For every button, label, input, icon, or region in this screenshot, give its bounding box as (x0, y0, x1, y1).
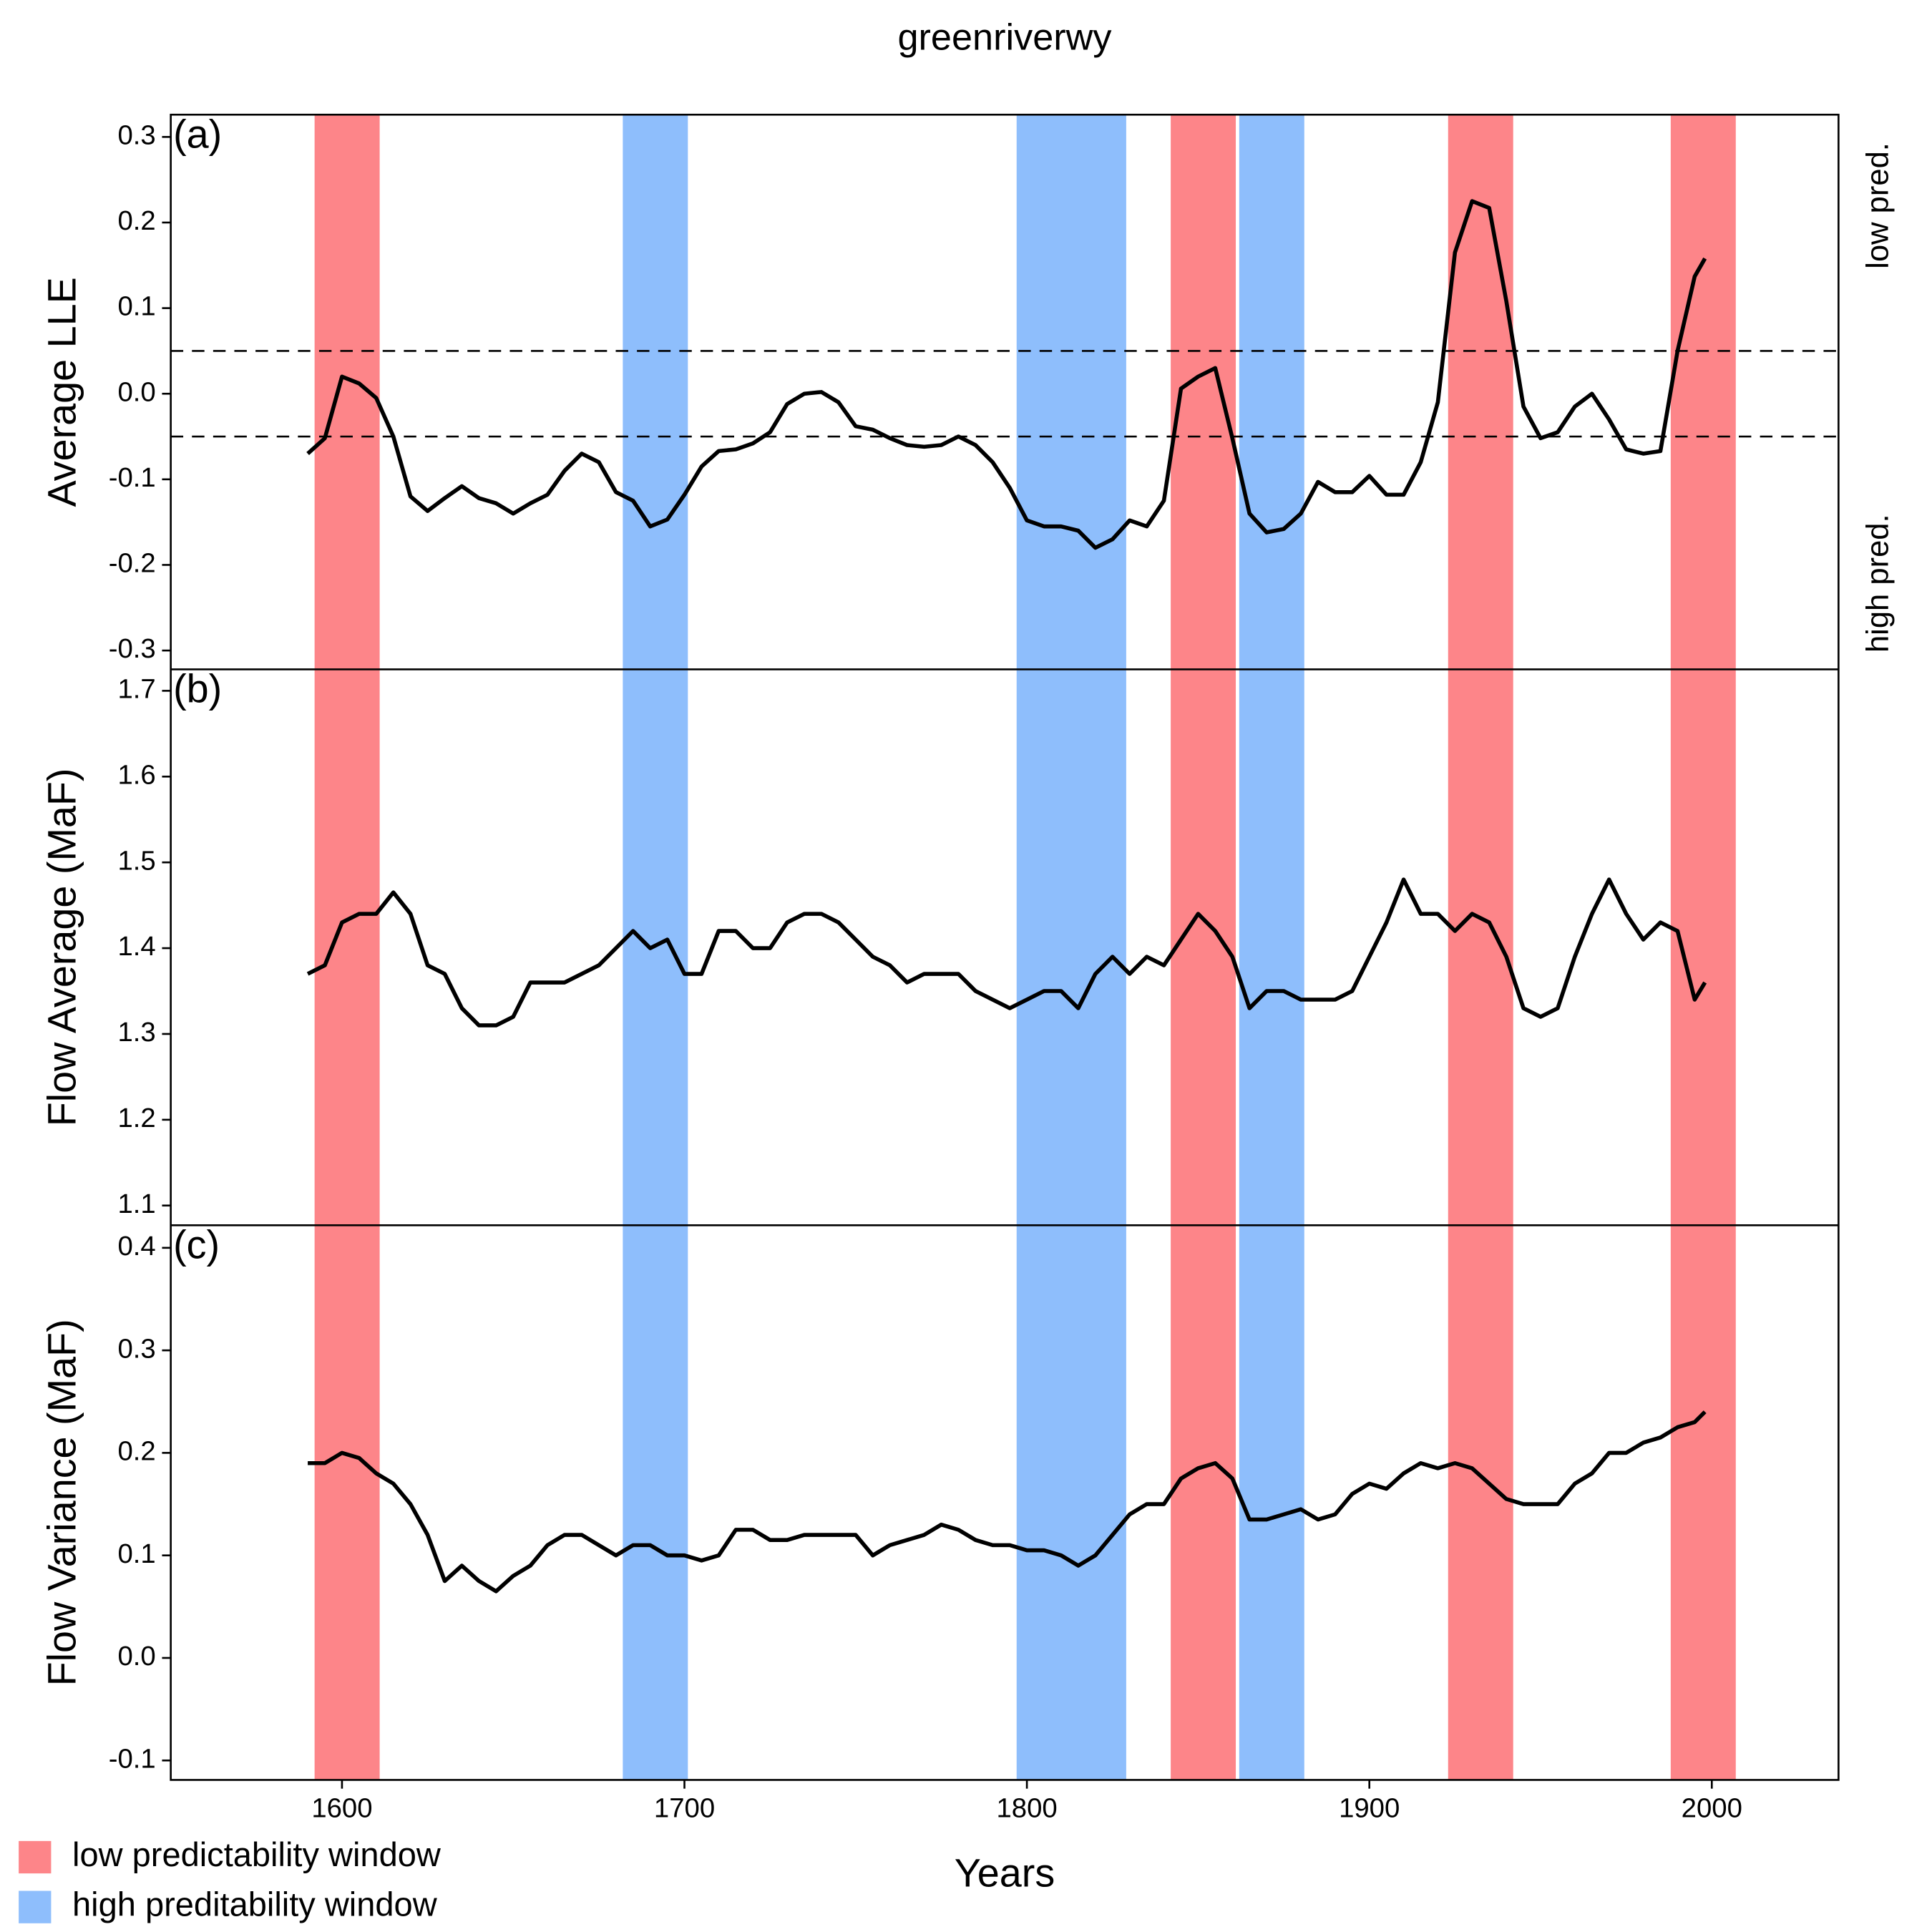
x-axis-title: Years (955, 1850, 1055, 1895)
y-tick-label: -0.2 (109, 548, 156, 579)
y-tick-label: 0.0 (117, 376, 155, 407)
y-tick-label: 1.5 (117, 845, 155, 876)
plot-frame (170, 113, 1840, 1781)
legend-label: high preditability window (72, 1885, 438, 1923)
y-tick-label: 1.3 (117, 1017, 155, 1048)
legend-swatch (19, 1890, 52, 1923)
y-tick-label: 1.1 (117, 1189, 155, 1219)
y-tick-label: -0.3 (109, 633, 156, 664)
y-tick-label: 0.0 (117, 1641, 155, 1672)
y-tick-label: 0.4 (117, 1231, 155, 1262)
data-line (306, 877, 1707, 1028)
x-tick-label: 1700 (654, 1792, 715, 1823)
y-tick-label: 1.6 (117, 759, 155, 790)
window-band (314, 114, 380, 1780)
y-tick-label: 0.2 (117, 205, 155, 236)
window-band (1239, 114, 1304, 1780)
y-tick-label: -0.1 (109, 462, 156, 493)
y-tick-label: 0.3 (117, 1333, 155, 1364)
y-axis-title: Flow Variance (MaF) (39, 1319, 84, 1686)
y-tick-label: 0.3 (117, 119, 155, 150)
y-tick-label: -0.1 (109, 1743, 156, 1774)
y-tick-label: 1.2 (117, 1103, 155, 1133)
side-label-top: low pred. (1860, 142, 1895, 269)
legend-label: low predictability window (72, 1835, 441, 1873)
y-tick-label: 1.4 (117, 931, 155, 962)
data-line (306, 199, 1707, 550)
window-band (1016, 114, 1126, 1780)
x-tick-label: 1800 (996, 1792, 1057, 1823)
panel-label: (a) (173, 112, 222, 156)
x-tick-label: 1900 (1339, 1792, 1400, 1823)
y-tick-label: 0.1 (117, 291, 155, 322)
y-tick-label: 1.7 (117, 674, 155, 705)
y-axis-title: Flow Average (MaF) (39, 768, 84, 1126)
y-tick-label: 0.2 (117, 1436, 155, 1467)
side-label-bottom: high pred. (1860, 514, 1895, 653)
x-tick-label: 1600 (311, 1792, 372, 1823)
chart-title: greenriverwy (897, 17, 1112, 59)
y-tick-label: 0.1 (117, 1538, 155, 1569)
x-tick-label: 2000 (1682, 1792, 1742, 1823)
data-line (308, 1410, 1707, 1594)
panel-label: (c) (173, 1222, 220, 1267)
y-axis-title: Average LLE (39, 277, 84, 507)
legend-swatch (19, 1840, 52, 1874)
panel-label: (b) (173, 666, 222, 711)
